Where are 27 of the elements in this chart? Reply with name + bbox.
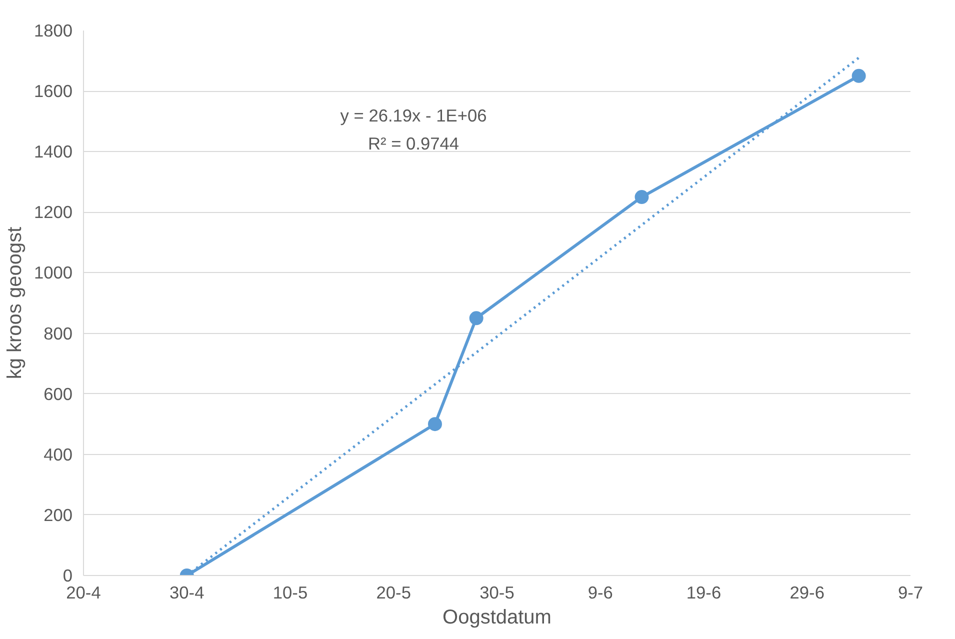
y-tick-label: 1400 — [34, 142, 73, 162]
x-tick-label: 30-4 — [170, 582, 205, 602]
x-tick-label: 20-5 — [376, 582, 411, 602]
y-tick-label: 400 — [44, 444, 73, 464]
y-tick-label: 200 — [44, 504, 73, 525]
y-tick-label: 600 — [44, 384, 73, 404]
x-tick-label: 10-5 — [272, 582, 308, 602]
x-tick-label: 9-7 — [898, 582, 924, 602]
y-tick-label: 1600 — [34, 81, 73, 102]
annotation: y = 26.19x - 1E+06 — [340, 106, 487, 126]
x-tick-label: 30-5 — [480, 582, 514, 602]
point — [634, 190, 649, 204]
y-tick-label: 1000 — [34, 262, 73, 283]
point — [428, 417, 442, 432]
x-axis-title: Oogstdatum — [442, 606, 552, 628]
x-tick-label: 29-6 — [790, 582, 824, 602]
x-tick-label: 19-6 — [686, 582, 722, 602]
point — [852, 68, 866, 83]
y-axis-title: kg kroos geoogst — [4, 226, 26, 380]
x-tick-label: 9-6 — [588, 582, 613, 602]
y-tick-label: 1200 — [34, 202, 73, 222]
y-tick-label: 0 — [62, 566, 73, 586]
point — [469, 311, 484, 326]
x-tick-label: 20-4 — [66, 582, 102, 602]
y-tick-label: 1800 — [34, 20, 73, 40]
annotation: R² = 0.9744 — [368, 134, 460, 154]
y-tick-label: 800 — [44, 323, 73, 344]
